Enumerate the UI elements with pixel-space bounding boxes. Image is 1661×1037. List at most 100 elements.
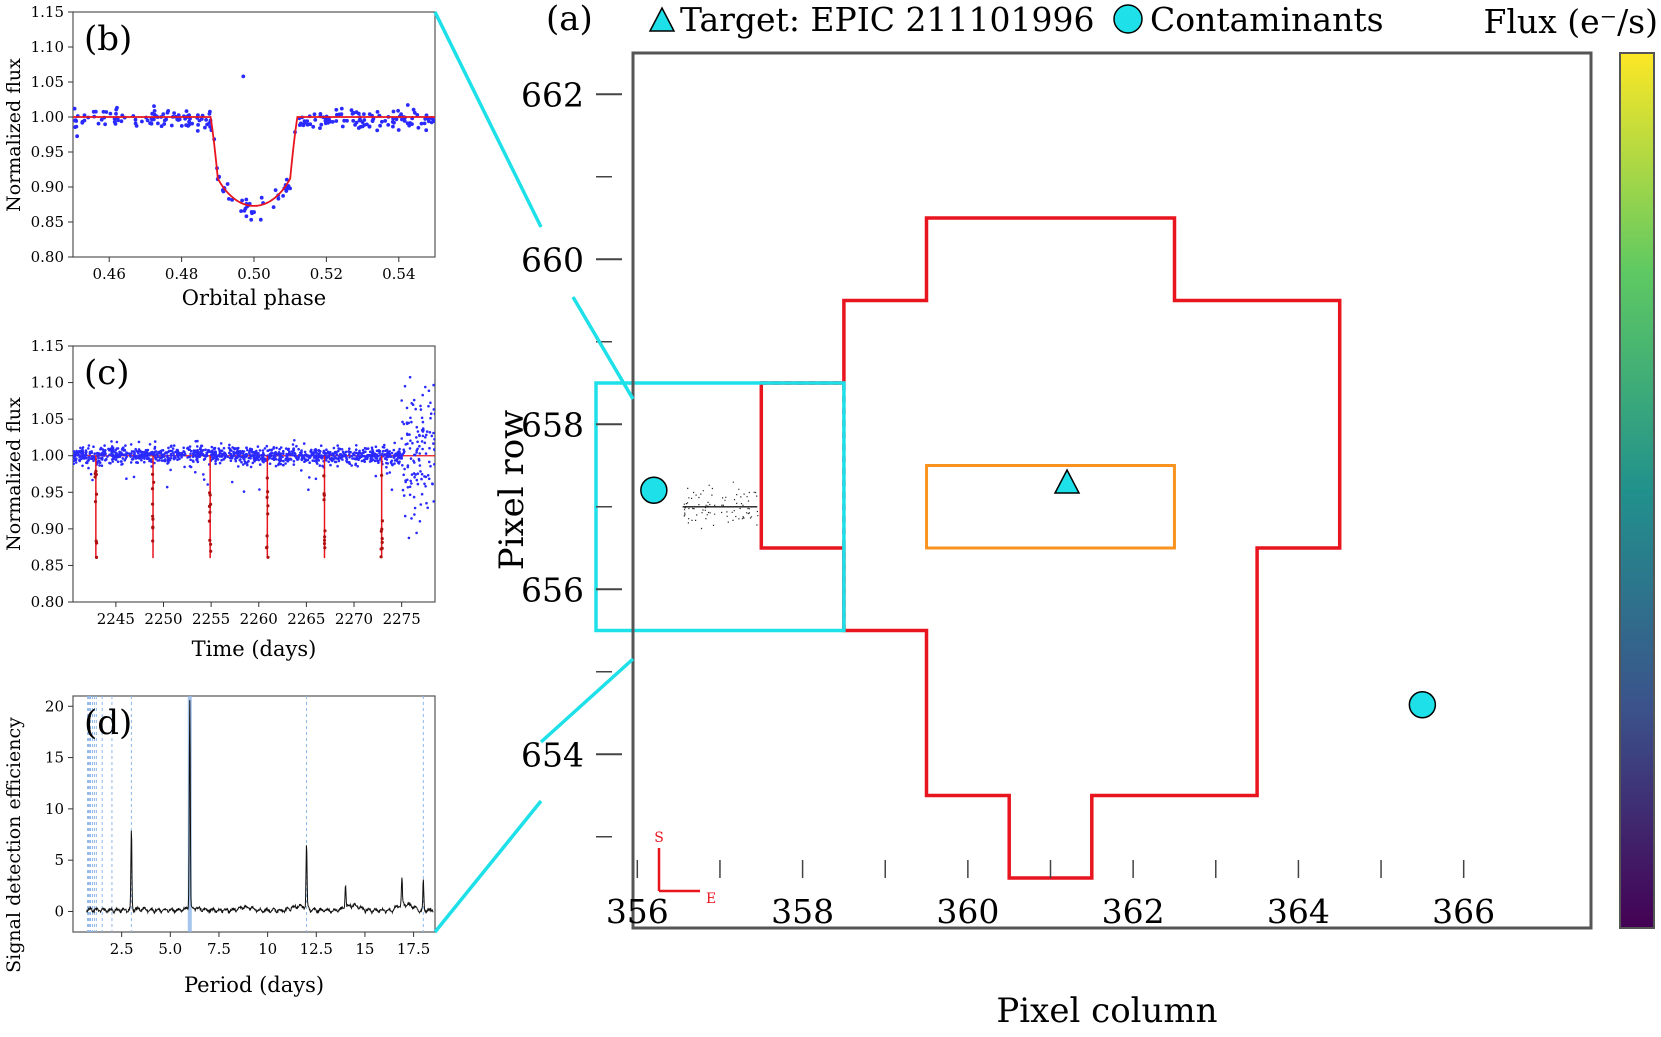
panel-c-data-point (130, 450, 134, 453)
panel-c-data-point (168, 449, 171, 453)
panel-c-data-point (163, 458, 167, 461)
panel-c-data-point (100, 464, 104, 468)
panel-b-data-point (318, 126, 322, 130)
panel-c-data-point (345, 455, 348, 459)
panel-c-transit-point (265, 534, 269, 538)
pixel-inset-points (848, 160, 924, 198)
pixel-inset-points (930, 388, 1005, 454)
panel-c-data-point (159, 450, 163, 454)
panel-c-data-point (129, 443, 133, 446)
panel-c-data-point (433, 412, 435, 416)
panel-b-data-point (305, 122, 310, 127)
panel-c-data-point (393, 453, 397, 457)
compass: S E (654, 830, 716, 907)
pixel-inset-points (850, 649, 923, 698)
panel-c-data-point (148, 443, 152, 446)
panel-c-data-point (408, 375, 412, 379)
panel-c-data-point (282, 449, 285, 453)
legend-contaminant-label: Contaminants (1150, 0, 1384, 39)
panel-c-data-point (356, 465, 360, 468)
panel-c-data-point (429, 401, 432, 405)
panel-a-xtick-label: 366 (1432, 892, 1495, 931)
panel-b-data-point (367, 124, 372, 129)
panel-c-data-point (348, 453, 351, 456)
aperture-orange (925, 464, 1176, 550)
panel-c-data-point (328, 457, 332, 461)
panel-c-data-point (393, 462, 396, 465)
pixel-inset-points (1261, 825, 1337, 851)
panel-c-data-point (258, 449, 262, 452)
panel-c-data-point (272, 447, 276, 450)
panel-c-data-point (409, 457, 413, 460)
panel-c-data-point (210, 454, 214, 457)
panel-b-data-point (161, 112, 166, 116)
panel-b-data-point (150, 111, 155, 116)
panel-c-data-point (104, 458, 107, 462)
panel-c-data-point (141, 456, 144, 460)
pixel-inset-points (1096, 404, 1171, 438)
panel-c-data-point (169, 454, 173, 457)
panel-c-data-point (388, 471, 392, 474)
pixel-inset-frame (679, 714, 761, 795)
panel-c-transit-point (208, 510, 212, 514)
panel-c-data-point (382, 449, 385, 453)
panel-c-data-point (115, 451, 118, 455)
panel-c-data-point (230, 480, 234, 484)
panel-b-data-point (103, 122, 107, 127)
pixel-inset-frame (1175, 136, 1257, 217)
pixel-inset-frame (1340, 714, 1422, 795)
panel-c-data-point (93, 452, 96, 456)
pixel-inset-frame (1340, 136, 1422, 217)
panel-c-data-point (349, 450, 352, 454)
pixel-inset-points (848, 80, 924, 118)
panel-c-data-point (405, 432, 409, 436)
panel-c-data-point (428, 446, 431, 450)
panel-b-data-point (313, 118, 318, 122)
panel-c-data-point (329, 463, 332, 467)
panel-b-data-point (80, 120, 85, 124)
panel-c-xtick-label: 2245 (97, 610, 135, 628)
panel-a-ylabel: Pixel row (492, 410, 532, 571)
panel-c-data-point (210, 445, 214, 449)
panel-c-data-point (87, 466, 90, 470)
panel-c-data-point (424, 452, 428, 455)
panel-c-data-point (134, 447, 137, 451)
pixel-inset-points (683, 567, 757, 625)
panel-c-data-point (143, 457, 146, 460)
panel-c-data-point (261, 460, 265, 463)
pixel-inset-points (848, 815, 924, 859)
panel-a-xtick-label: 364 (1267, 892, 1330, 931)
panel-b-data-point (104, 110, 109, 114)
panel-c-data-point (242, 453, 246, 457)
panel-c-data-point (433, 437, 435, 441)
panel-c-data-point (318, 452, 321, 455)
panel-c-data-point (232, 447, 236, 450)
panel-c-transit-point (380, 537, 384, 541)
pixel-inset-frame (1340, 219, 1422, 300)
panel-c-data-point (392, 448, 396, 452)
pixel-inset-points (1180, 332, 1255, 355)
panel-d-frame (72, 695, 436, 933)
panel-c-data-point (428, 460, 431, 464)
panel-b-data-point (134, 124, 139, 128)
panel-c-data-point (277, 458, 281, 462)
panel-c-data-point (424, 475, 428, 479)
panel-c-data-point (154, 457, 158, 461)
panel-c-data-point (375, 453, 379, 456)
panel-c-data-point (431, 482, 434, 486)
panel-c-data-point (408, 433, 411, 436)
panel-b-data-point (187, 119, 192, 124)
panel-c-transit-point (379, 547, 383, 551)
panel-b-data-point (114, 111, 118, 116)
panel-c-data-point (123, 449, 127, 452)
panel-c-ytick-label: 0.90 (31, 520, 64, 538)
panel-c-data-point (129, 452, 132, 456)
panel-c-data-point (183, 453, 187, 456)
panel-c-transit-point (94, 469, 98, 473)
legend-contaminant-marker (1113, 4, 1143, 34)
panel-c-data-point (364, 457, 368, 461)
panel-c-data-point (254, 451, 257, 455)
panel-b-data-point (176, 118, 181, 122)
panel-c-ytick-label: 0.95 (31, 483, 64, 501)
pixel-inset-frame (1340, 631, 1422, 712)
